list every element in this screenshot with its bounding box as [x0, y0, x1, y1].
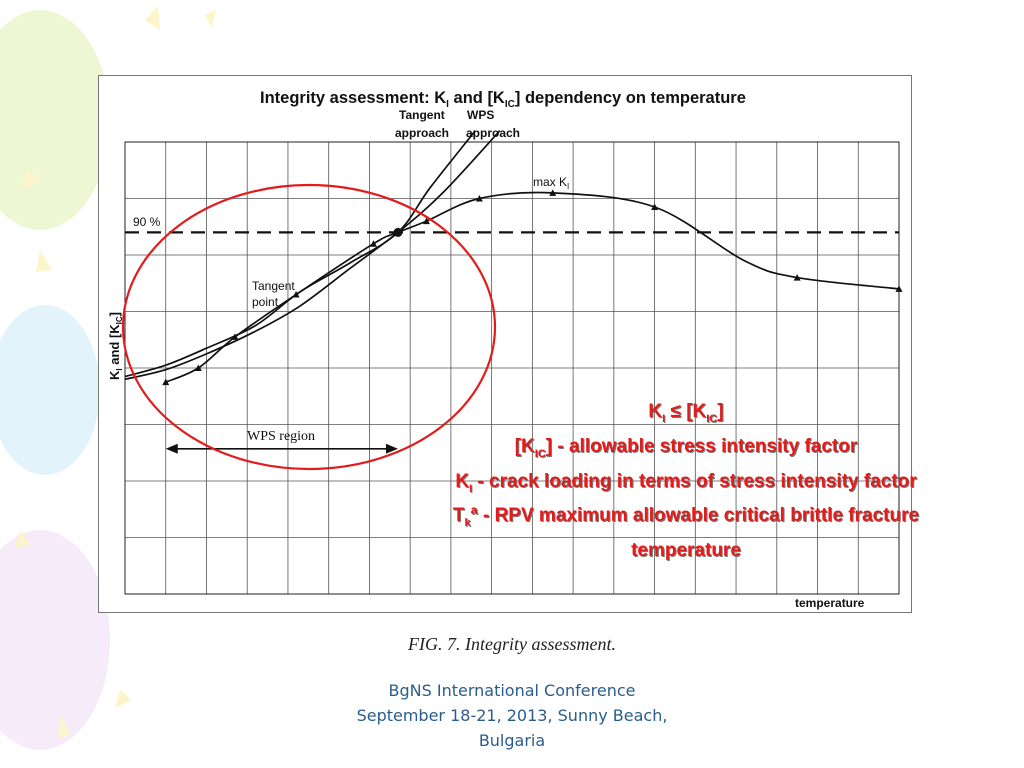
- point-marker: [549, 189, 557, 196]
- decor-yellow-shard: [115, 690, 132, 708]
- legend-line-temperature: temperature: [631, 540, 741, 562]
- point-marker: [369, 240, 377, 247]
- tangent-approach-label: Tangent approach: [395, 108, 449, 140]
- point-marker: [895, 285, 903, 292]
- legend-line-tk: Tkª - RPV maximum allowable critical bri…: [452, 505, 920, 530]
- series-line-wps: [124, 130, 501, 381]
- decor-yellow-shard: [36, 250, 52, 272]
- series-line-tangent: [124, 130, 476, 378]
- point-marker: [793, 274, 801, 281]
- footer-conference: BgNS International Conference: [388, 681, 636, 700]
- point-marker: [475, 195, 483, 202]
- decor-yellow-shard: [58, 715, 70, 738]
- y-axis-label: KI and [KIC]: [107, 312, 124, 380]
- legend-line-ki: KI - crack loading in terms of stress in…: [455, 470, 917, 495]
- decor-yellow-shard: [145, 6, 160, 30]
- legend-line-kic: [KIC] - allowable stress intensity facto…: [514, 435, 858, 460]
- footer-dates: September 18-21, 2013, Sunny Beach,: [356, 706, 668, 725]
- tangent-point-label: Tangent point: [252, 279, 298, 309]
- decor-blue-blob: [0, 305, 100, 475]
- point-marker: [162, 378, 170, 386]
- highlight-circle: [121, 183, 497, 471]
- condition-legend: KI ≤ [KIC] [KIC] - allowable stress inte…: [386, 398, 986, 564]
- plot-area-border: [124, 141, 900, 595]
- max-ki-label: max KI: [533, 175, 569, 191]
- decor-yellow-shard: [15, 530, 30, 548]
- figure-caption: FIG. 7. Integrity assessment.: [408, 634, 616, 654]
- point-marker: [194, 364, 202, 371]
- decor-purple-blob: [0, 530, 110, 750]
- legend-line-condition: KI ≤ [KIC]: [648, 401, 724, 425]
- point-marker: [651, 203, 659, 210]
- wps-region-arrowhead-left: [165, 443, 178, 454]
- decor-yellow-shard: [20, 170, 40, 190]
- percent-label: 90 %: [133, 215, 161, 229]
- footer-location: Bulgaria: [478, 731, 546, 750]
- figure-frame: [98, 75, 912, 613]
- intersection-point: [393, 227, 403, 237]
- chart-marks: [124, 130, 903, 454]
- wps-approach-label: WPS approach: [466, 108, 520, 140]
- point-marker: [422, 217, 430, 225]
- decor-yellow-shard: [205, 10, 216, 28]
- wps-region-arrowhead-right: [385, 443, 398, 454]
- chart-grid: [125, 142, 899, 594]
- chart-title: Integrity assessment: KI and [KIC] depen…: [260, 89, 746, 110]
- x-axis-label: temperature: [795, 596, 865, 610]
- wps-region-label: WPS region: [247, 429, 315, 444]
